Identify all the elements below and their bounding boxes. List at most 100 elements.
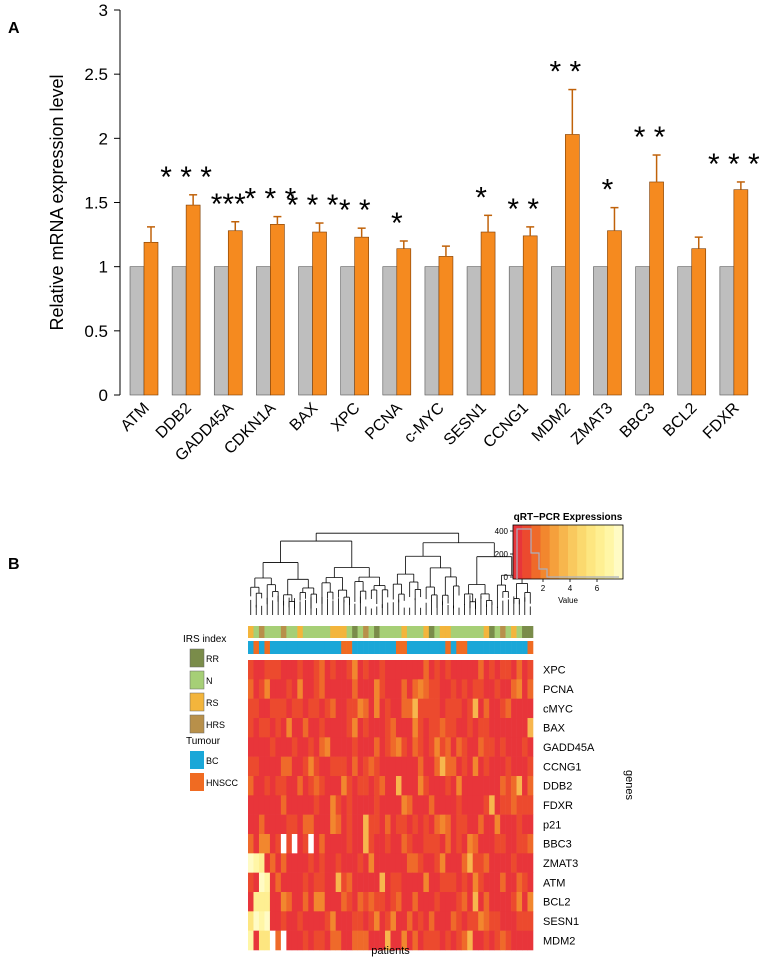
tumour-annotation-cell: [434, 641, 441, 654]
heatmap-cell: [439, 660, 446, 680]
heatmap-cell: [385, 853, 391, 873]
heatmap-cell: [341, 892, 347, 912]
heatmap-cell: [483, 718, 490, 738]
significance-marker: * * *: [708, 148, 760, 181]
heatmap-cell: [489, 930, 495, 951]
heatmap-cell: [417, 756, 424, 777]
heatmap-cell: [423, 911, 430, 931]
heatmap-cell: [330, 698, 336, 719]
heatmap-cell: [286, 834, 293, 854]
heatmap-cell: [264, 834, 271, 854]
heatmap-cell: [395, 814, 402, 835]
heatmap-cell: [368, 698, 375, 719]
heatmap-cell: [472, 911, 479, 931]
heatmap-cell: [494, 679, 501, 699]
heatmap-cell: [352, 911, 358, 931]
heatmap-cell: [412, 795, 419, 815]
heatmap-cell: [445, 660, 452, 680]
x-tick-label: XPC: [328, 400, 363, 435]
heatmap-cell: [450, 756, 457, 777]
heatmap-cell: [291, 660, 298, 680]
heatmap-cell: [516, 737, 523, 757]
legend-swatch-irs: [189, 648, 205, 668]
heatmap-cell: [439, 776, 446, 796]
heatmap-cell: [275, 814, 282, 835]
heatmap-cell: [291, 930, 298, 951]
heatmap-cell: [472, 872, 479, 893]
heatmap-cell: [439, 853, 446, 873]
heatmap-cell: [527, 795, 534, 815]
gene-label: PCNA: [543, 684, 574, 696]
heatmap-cell: [428, 872, 435, 893]
tumour-annotation-cell: [401, 641, 408, 654]
heatmap-cell: [511, 698, 517, 719]
heatmap-cell: [500, 911, 506, 931]
tumour-annotation-cell: [346, 641, 353, 654]
significance-marker: *: [475, 181, 487, 214]
heatmap-cell: [308, 892, 315, 912]
heatmap-cell: [467, 737, 474, 757]
heatmap-cell: [412, 698, 419, 719]
tumour-annotation-cell: [258, 641, 265, 654]
heatmap-cell: [450, 834, 457, 854]
heatmap-cell: [308, 930, 315, 951]
heatmap-cell: [390, 660, 397, 680]
heatmap-cell: [286, 718, 293, 738]
heatmap-cell: [516, 930, 523, 951]
significance-marker: * *: [549, 56, 581, 89]
heatmap-cell: [335, 698, 342, 719]
heatmap-cell: [385, 718, 391, 738]
y-axis-label: Relative mRNA expression level: [47, 74, 67, 330]
heatmap-cell: [478, 911, 484, 931]
tumour-annotation-cell: [275, 641, 282, 654]
heatmap-cell: [297, 756, 304, 777]
heatmap-cell: [368, 814, 375, 835]
heatmap-cell: [324, 737, 331, 757]
heatmap-cell: [313, 834, 320, 854]
heatmap-cell: [264, 718, 271, 738]
heatmap-cell: [297, 872, 304, 893]
heatmap-cell: [297, 892, 304, 912]
heatmap-cell: [258, 911, 265, 931]
heatmap-cell: [385, 872, 391, 893]
heatmap-cell: [511, 660, 517, 680]
heatmap-cell: [308, 756, 315, 777]
heatmap-cell: [406, 795, 413, 815]
heatmap-cell: [319, 679, 326, 699]
heatmap-cell: [390, 698, 397, 719]
heatmap-cell: [483, 814, 490, 835]
heatmap-cell: [346, 892, 353, 912]
irs-annotation-cell: [423, 626, 430, 638]
heatmap-cell: [500, 872, 506, 893]
heatmap-cell: [461, 911, 468, 931]
heatmap-cell: [308, 776, 315, 796]
heatmap-cell: [511, 756, 517, 777]
color-key-histogram: [516, 528, 619, 579]
heatmap-cell: [527, 776, 534, 796]
heatmap-cell: [483, 834, 490, 854]
heatmap-cell: [330, 776, 336, 796]
heatmap-cell: [302, 776, 309, 796]
bar-control-zmat3: [593, 266, 608, 396]
heatmap-cell: [341, 853, 347, 873]
heatmap-cell: [374, 814, 380, 835]
heatmap-cell: [434, 756, 441, 777]
heatmap-cell: [456, 814, 463, 835]
heatmap-cell: [417, 814, 424, 835]
heatmap-cell: [494, 814, 501, 835]
heatmap-cell: [439, 892, 446, 912]
heatmap-cell: [280, 795, 287, 815]
significance-marker: ***: [211, 188, 246, 221]
gene-label: p21: [543, 819, 561, 831]
heatmap-cell: [379, 737, 386, 757]
heatmap-cell: [253, 834, 260, 854]
heatmap-cell: [385, 679, 391, 699]
heatmap-cell: [330, 756, 336, 777]
heatmap-cell: [478, 892, 484, 912]
tumour-annotation-cell: [505, 641, 512, 654]
tumour-annotation-cell: [483, 641, 490, 654]
heatmap-cell: [511, 853, 517, 873]
color-key-swatch: [540, 525, 550, 579]
heatmap-cell: [417, 718, 424, 738]
gene-label: CCNG1: [543, 761, 582, 773]
